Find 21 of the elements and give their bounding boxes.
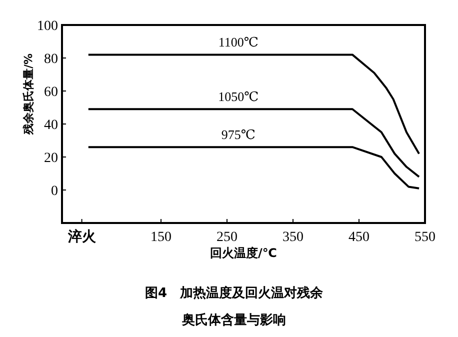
y-tick-label: 0 bbox=[51, 184, 58, 199]
x-tick-label: 450 bbox=[348, 230, 370, 245]
series-label: 1100℃ bbox=[218, 34, 258, 50]
x-axis-title: 回火温度/℃ bbox=[210, 246, 277, 260]
line-series bbox=[87, 146, 420, 190]
x-tick-label: 350 bbox=[282, 230, 304, 245]
y-tick-label: 40 bbox=[44, 118, 58, 133]
text: 图4 加热温度及回火温对残余奥氏体含量与影响 bbox=[144, 285, 324, 328]
x-tick-label: 250 bbox=[216, 230, 238, 245]
series-label: 975℃ bbox=[221, 127, 256, 142]
x-tick-label: 淬火 bbox=[66, 228, 97, 245]
y-tick-label: 60 bbox=[44, 85, 58, 100]
line-series bbox=[87, 54, 420, 155]
y-tick-label: 80 bbox=[44, 52, 58, 67]
series-label: 1050℃ bbox=[218, 89, 259, 104]
y-axis-title: 残余奥氏体量/% bbox=[22, 53, 35, 136]
x-tick-label: 150 bbox=[150, 230, 172, 245]
y-tick-label: 100 bbox=[37, 19, 58, 34]
line-series bbox=[87, 108, 420, 178]
y-tick-label: 20 bbox=[44, 151, 58, 166]
x-tick-label: 550 bbox=[414, 230, 436, 245]
